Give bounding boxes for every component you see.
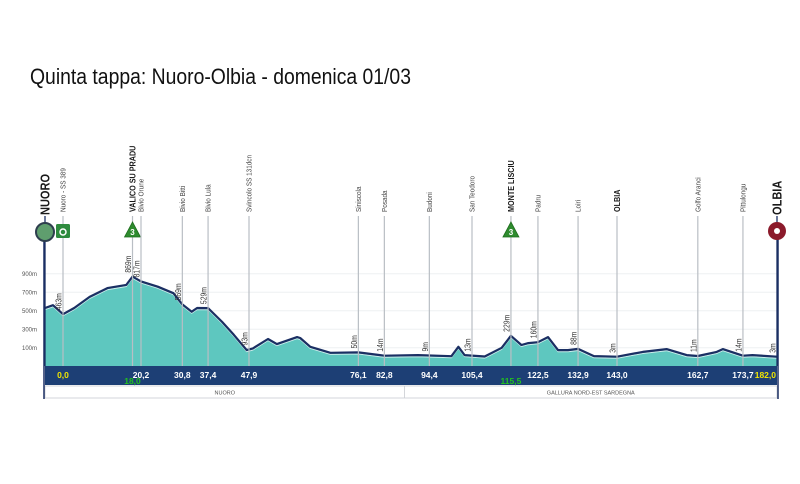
timing-point-glyph <box>59 228 67 236</box>
elevation-label: 9m <box>420 342 430 351</box>
elevation-label: 93m <box>240 332 250 345</box>
y-tick-label: 900m <box>22 272 37 278</box>
kom-triangle-icon <box>123 221 142 238</box>
elevation-label: 11m <box>689 339 699 352</box>
elevation-label: 14m <box>375 338 385 351</box>
km-label: 37,4 <box>200 370 217 380</box>
waypoint-name: OLBIA <box>770 180 785 215</box>
km-band <box>45 366 777 385</box>
km-label: 115,5 <box>501 376 522 386</box>
waypoint-name: Pittulongu <box>740 184 748 212</box>
elevation-label: 50m <box>349 335 359 348</box>
elevation-label: 817m <box>132 260 142 277</box>
km-label: 122,5 <box>527 370 549 380</box>
elevation-label: 869m <box>123 256 133 273</box>
waypoint-name: MONTE LISCIU <box>506 160 516 212</box>
region-label: GALLURA NORD-EST SARDEGNA <box>547 391 635 397</box>
elevation-label: 463m <box>54 293 64 310</box>
waypoint-name: Nuoro - SS 389 <box>60 168 68 212</box>
waypoint-name: Loiri <box>575 200 583 212</box>
start-circle-icon <box>35 222 55 242</box>
finish-circle-dot <box>774 228 780 234</box>
elevation-label: 3m <box>608 343 618 352</box>
kom-category: 3 <box>509 228 514 237</box>
waypoint-name: Posada <box>382 190 390 212</box>
km-label: 162,7 <box>687 370 709 380</box>
waypoint-name: Golfo Aranci <box>695 177 703 212</box>
waypoint-name: Padru <box>535 195 543 212</box>
km-label: 173,7 <box>732 370 754 380</box>
region-strip <box>44 385 778 399</box>
waypoint-name: Bivio Lula <box>205 184 213 212</box>
elevation-label: 529m <box>199 287 209 304</box>
km-label: 47,9 <box>241 370 258 380</box>
km-label: 132,9 <box>567 370 589 380</box>
timing-point-icon <box>56 224 70 238</box>
chart-title: Quinta tappa: Nuoro-Olbia - domenica 01/… <box>30 64 411 89</box>
elevation-label: 14m <box>734 338 744 351</box>
elevation-label: 569m <box>173 283 183 300</box>
elevation-label: 160m <box>529 321 539 338</box>
km-label: 105,4 <box>461 370 483 380</box>
kom-triangle-icon <box>502 221 520 238</box>
waypoint-name: Bivio Orune <box>138 179 146 212</box>
profile-area <box>45 276 777 366</box>
y-tick-label: 700m <box>22 290 37 296</box>
km-label: 76,1 <box>350 370 367 380</box>
km-label: 18,0 <box>124 376 141 386</box>
km-label: 20,2 <box>133 370 150 380</box>
waypoint-name: Svincolo SS 131dcn <box>246 155 254 212</box>
km-label: 30,8 <box>174 370 191 380</box>
region-label: NUORO <box>215 391 236 397</box>
waypoint-name: San Teodoro <box>469 176 477 212</box>
profile-line <box>44 275 778 358</box>
km-label: 182,0 <box>755 370 777 380</box>
waypoint-name: NUORO <box>38 174 53 215</box>
profile-highlight <box>44 277 778 359</box>
waypoint-name: Budoni <box>427 192 435 212</box>
km-label: 0,0 <box>57 370 69 380</box>
waypoint-name: VALICO SU PRADU <box>128 145 138 212</box>
y-tick-label: 500m <box>22 309 37 315</box>
elevation-label: 229m <box>502 315 512 332</box>
elevation-label: 13m <box>463 338 473 351</box>
kom-category: 3 <box>130 228 135 237</box>
km-label: 94,4 <box>421 370 438 380</box>
y-tick-label: 300m <box>22 327 37 333</box>
km-label: 82,8 <box>376 370 393 380</box>
waypoint-name: Bivio Bitti <box>180 185 188 212</box>
waypoint-name: OLBIA <box>612 189 622 212</box>
y-tick-label: 100m <box>22 346 37 352</box>
km-label: 143,0 <box>606 370 628 380</box>
elevation-label: 88m <box>569 332 579 345</box>
waypoint-name: Siniscola <box>356 186 364 212</box>
elevation-label: 3m <box>768 343 778 352</box>
